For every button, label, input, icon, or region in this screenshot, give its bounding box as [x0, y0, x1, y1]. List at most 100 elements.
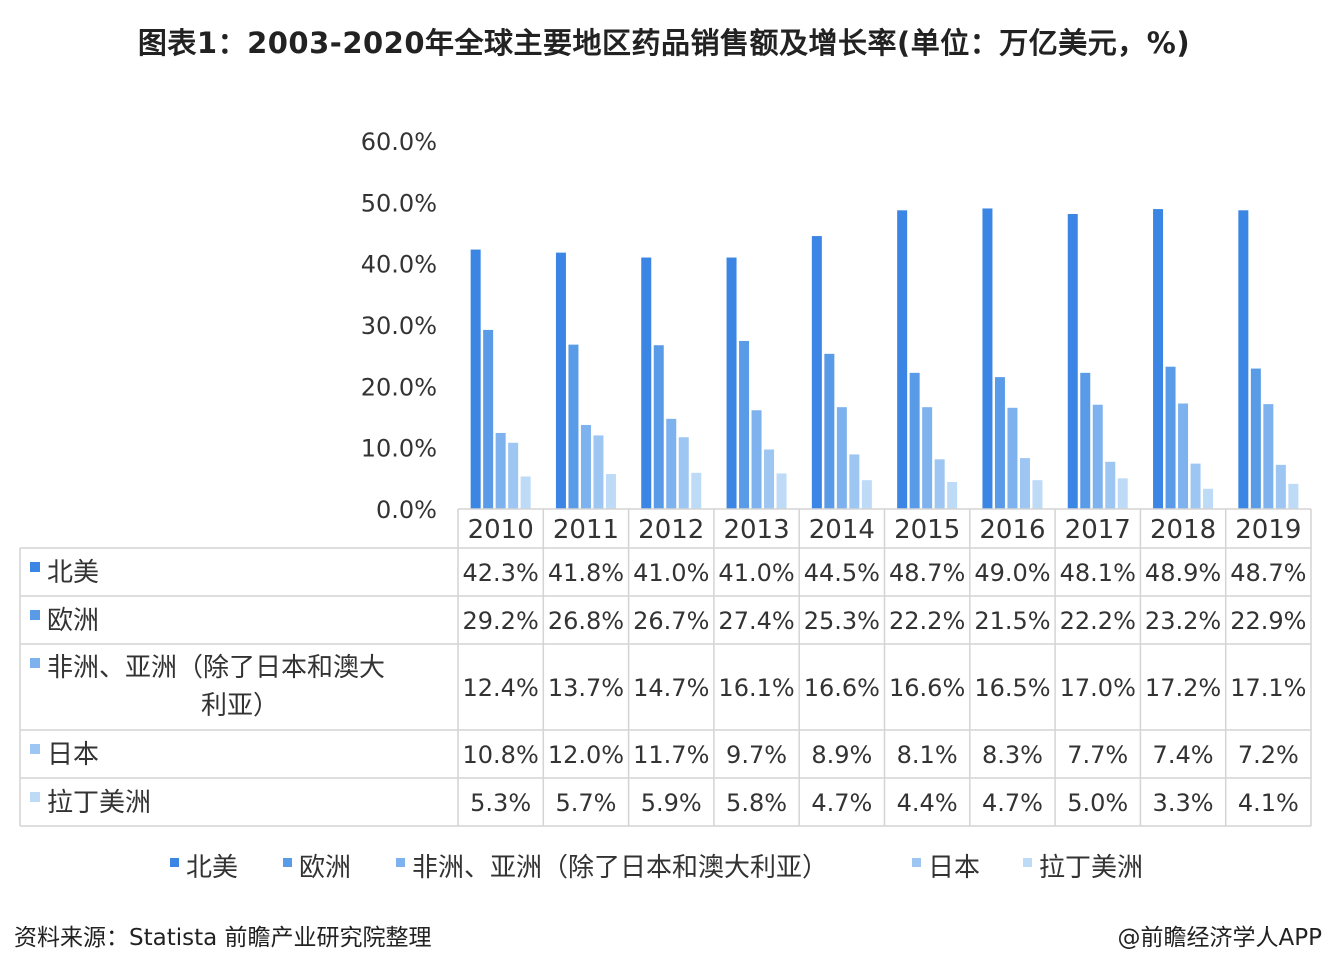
- x-tick-label: 2019: [1235, 515, 1301, 545]
- bar: [1275, 464, 1286, 509]
- y-tick-label: 20.0%: [361, 373, 437, 401]
- x-tick-label: 2017: [1065, 515, 1131, 545]
- table-cell-value: 17.0%: [1060, 674, 1136, 702]
- bar: [508, 442, 519, 509]
- bar: [1165, 366, 1176, 509]
- bar: [1067, 213, 1078, 509]
- bar: [1190, 463, 1201, 509]
- table-cell-value: 4.7%: [811, 789, 872, 817]
- bar: [764, 449, 775, 509]
- table-row-label: 欧洲: [47, 606, 99, 636]
- table-row-label: 利亚）: [201, 691, 279, 721]
- table-cell-value: 41.0%: [718, 559, 794, 587]
- table-cell-value: 16.1%: [718, 674, 794, 702]
- y-tick-label: 0.0%: [376, 496, 437, 524]
- watermark-text: @前瞻经济学人APP: [1117, 925, 1322, 951]
- table-cell-value: 7.4%: [1153, 741, 1214, 769]
- bar: [691, 472, 702, 509]
- table-cell-value: 8.9%: [811, 741, 872, 769]
- bar: [909, 372, 920, 509]
- table-legend-key: [30, 744, 40, 754]
- bar: [678, 437, 689, 509]
- bar: [1178, 403, 1189, 509]
- bar: [934, 459, 945, 509]
- x-tick-label: 2018: [1150, 515, 1216, 545]
- bar: [1153, 209, 1164, 509]
- table-cell-value: 16.6%: [804, 674, 880, 702]
- table-cell-value: 23.2%: [1145, 607, 1221, 635]
- bar: [811, 236, 822, 510]
- legend-label: 非洲、亚洲（除了日本和澳大利亚）: [412, 853, 828, 883]
- bar: [836, 407, 847, 509]
- table-legend-key: [30, 562, 40, 572]
- bar: [982, 208, 993, 509]
- bar: [922, 407, 933, 509]
- y-tick-label: 30.0%: [361, 312, 437, 340]
- table-cell-value: 5.7%: [555, 789, 616, 817]
- table-row-label: 日本: [47, 740, 99, 770]
- table-cell-value: 5.0%: [1067, 789, 1128, 817]
- bar: [739, 340, 750, 509]
- table-cell-value: 5.9%: [641, 789, 702, 817]
- legend-label: 北美: [186, 853, 238, 883]
- table-cell-value: 11.7%: [633, 741, 709, 769]
- bar: [947, 482, 958, 509]
- x-tick-label: 2014: [809, 515, 875, 545]
- bar: [751, 410, 762, 509]
- bar: [580, 424, 591, 509]
- x-tick-label: 2012: [638, 515, 704, 545]
- bar: [666, 418, 677, 509]
- bar: [641, 257, 652, 509]
- x-tick-label: 2016: [979, 515, 1045, 545]
- legend-swatch: [912, 858, 921, 867]
- bar: [861, 480, 872, 509]
- table-cell-value: 4.7%: [982, 789, 1043, 817]
- table-cell-value: 48.7%: [1230, 559, 1306, 587]
- table-cell-value: 7.2%: [1238, 741, 1299, 769]
- bar: [470, 249, 481, 509]
- table-cell-value: 26.7%: [633, 607, 709, 635]
- bar: [483, 329, 494, 509]
- table-cell-value: 49.0%: [974, 559, 1050, 587]
- bar: [568, 344, 579, 509]
- bar: [726, 257, 737, 509]
- table-cell-value: 22.2%: [889, 607, 965, 635]
- source-note: 资料来源：Statista 前瞻产业研究院整理: [14, 925, 432, 951]
- bar: [1007, 407, 1018, 509]
- legend-label: 欧洲: [299, 853, 351, 883]
- legend-label: 拉丁美洲: [1039, 853, 1143, 883]
- table-row-label: 北美: [47, 558, 99, 588]
- legend-swatch: [1023, 858, 1032, 867]
- table-cell-value: 5.3%: [470, 789, 531, 817]
- table-cell-value: 22.2%: [1060, 607, 1136, 635]
- y-tick-label: 10.0%: [361, 435, 437, 463]
- bar: [1032, 480, 1043, 509]
- bar: [1019, 458, 1030, 509]
- chart-title: 图表1：2003-2020年全球主要地区药品销售额及增长率(单位：万亿美元，%): [137, 26, 1191, 60]
- table-row-label: 非洲、亚洲（除了日本和澳大: [47, 653, 385, 683]
- table-cell-value: 8.3%: [982, 741, 1043, 769]
- table-cell-value: 8.1%: [897, 741, 958, 769]
- table-cell-value: 17.1%: [1230, 674, 1306, 702]
- table-cell-value: 4.1%: [1238, 789, 1299, 817]
- table-cell-value: 44.5%: [804, 559, 880, 587]
- table-row-label: 拉丁美洲: [47, 788, 151, 818]
- y-tick-label: 50.0%: [361, 189, 437, 217]
- bar: [1080, 372, 1091, 509]
- table-legend-key: [30, 610, 40, 620]
- table-cell-value: 41.0%: [633, 559, 709, 587]
- table-cell-value: 29.2%: [463, 607, 539, 635]
- table-cell-value: 21.5%: [974, 607, 1050, 635]
- bar: [824, 353, 835, 509]
- bar: [520, 476, 531, 509]
- bar: [653, 345, 664, 509]
- table-legend-key: [30, 658, 40, 668]
- table-legend-key: [30, 792, 40, 802]
- x-tick-label: 2011: [553, 515, 619, 545]
- table-cell-value: 4.4%: [897, 789, 958, 817]
- bar: [1250, 368, 1261, 509]
- table-cell-value: 3.3%: [1153, 789, 1214, 817]
- legend-swatch: [396, 858, 405, 867]
- bar: [994, 377, 1005, 509]
